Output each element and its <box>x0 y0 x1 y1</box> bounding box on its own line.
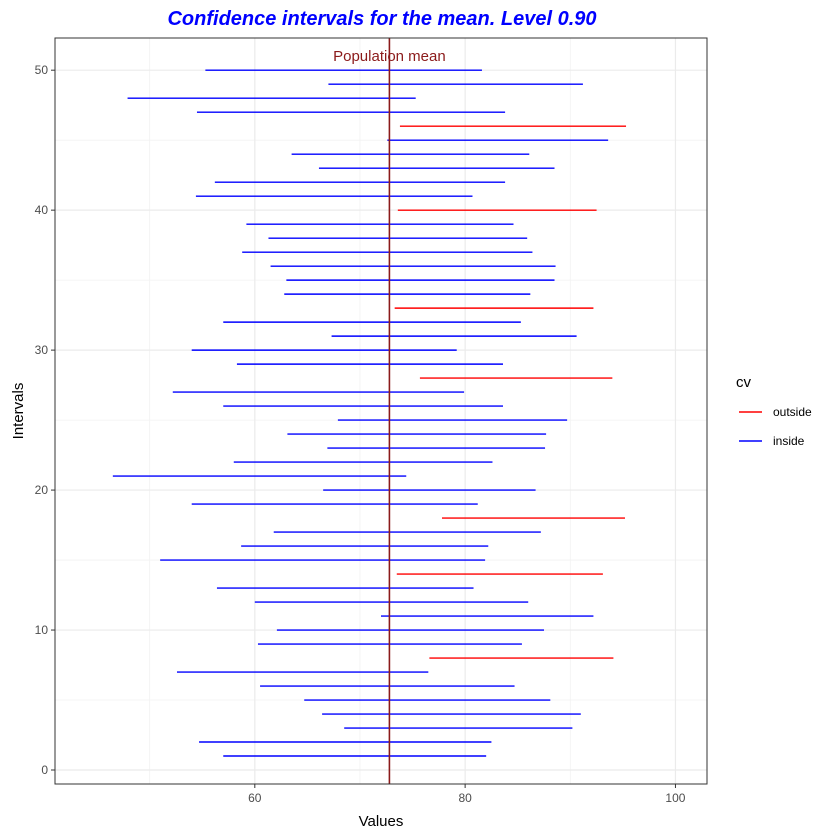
y-tick-label: 50 <box>35 63 49 77</box>
y-tick-label: 40 <box>35 203 49 217</box>
y-tick-label: 10 <box>35 623 49 637</box>
y-tick-label: 0 <box>41 763 48 777</box>
plot-panel <box>55 38 707 784</box>
population-mean-label: Population mean <box>333 48 446 65</box>
legend-label-outside: outside <box>773 405 812 419</box>
x-tick-label: 60 <box>248 791 262 805</box>
chart-title: Confidence intervals for the mean. Level… <box>167 8 596 30</box>
x-tick-label: 80 <box>458 791 472 805</box>
y-tick-label: 30 <box>35 343 49 357</box>
legend-entries: outside inside <box>739 405 812 448</box>
x-axis-title: Values <box>359 813 404 830</box>
y-tick-label: 20 <box>35 483 49 497</box>
population-mean-layer: Population mean <box>333 38 446 784</box>
legend-label-inside: inside <box>773 434 805 448</box>
plot-panel-border <box>54 37 708 785</box>
x-tick-label: 100 <box>665 791 685 805</box>
legend-title: cv <box>736 374 752 391</box>
interval-segments <box>112 69 627 757</box>
y-axis-title: Intervals <box>10 383 27 440</box>
axes: 60 80 100 0 10 20 30 40 50 <box>35 63 686 805</box>
legend: cv outside inside <box>736 374 812 448</box>
